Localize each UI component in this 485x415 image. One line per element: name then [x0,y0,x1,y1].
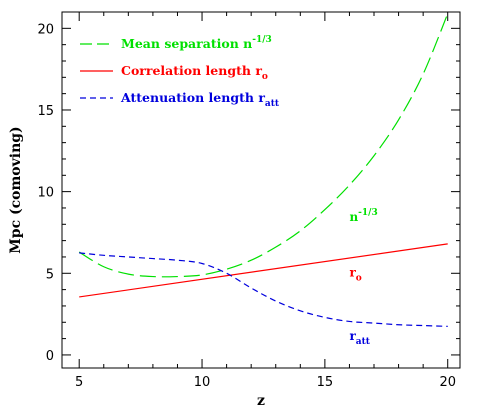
legend-entry-mean-separation-symbol: n [243,36,252,51]
legend-entry-mean-separation: Mean separation n-1/3 [121,35,272,51]
legend-entry-attenuation-length-subscript: att [265,99,280,109]
legend-entry-correlation-length-text: Correlation length [121,63,255,78]
annotation-attenuation-length-subscript: att [356,337,371,347]
legend-entry-mean-separation-superscript: -1/3 [252,35,272,45]
annotation-mean-separation-superscript: -1/3 [358,208,378,218]
legend-entry-attenuation-length: Attenuation length ratt [120,90,280,109]
legend-entry-attenuation-length-text: Attenuation length [120,90,258,105]
legend-entry-attenuation-length-symbol: r [258,90,265,105]
legend-entry-correlation-length: Correlation length ro [121,63,268,82]
annotation-correlation-length-symbol: r [349,266,356,280]
x-tick-label: 5 [75,375,83,390]
series-mean-separation-line [78,13,449,278]
legend-entry-mean-separation-text: Mean separation [121,36,243,51]
annotation-correlation-length-subscript: o [356,274,362,284]
series-attenuation-length-line [79,252,448,327]
annotation-correlation-length: ro [349,266,361,284]
y-axis-title: Mpc (comoving) [8,126,24,253]
legend-entry-correlation-length-subscript: o [262,72,268,82]
annotation-mean-separation: n-1/3 [349,208,377,224]
y-tick-label: 5 [46,267,54,282]
tick-labels: 5 10 15 20 0 5 10 15 20 [37,22,456,390]
x-tick-label: 20 [439,375,456,390]
x-axis-title: z [257,393,265,409]
annotation-attenuation-length-symbol: r [349,329,356,343]
legend: Mean separation n-1/3 Correlation length … [80,35,280,109]
axis-ticks [62,11,460,368]
annotation-attenuation-length: ratt [349,329,370,347]
y-tick-label: 15 [37,104,54,119]
plot-frame [61,11,461,369]
legend-entry-correlation-length-symbol: r [255,63,262,78]
y-tick-label: 0 [46,349,54,364]
x-tick-label: 15 [317,375,334,390]
x-tick-label: 10 [194,375,211,390]
series-correlation-length-line [79,243,448,298]
series-layer [78,13,449,327]
y-tick-label: 20 [37,22,54,37]
y-tick-label: 10 [37,186,54,201]
annotation-mean-separation-symbol: n [349,210,358,224]
